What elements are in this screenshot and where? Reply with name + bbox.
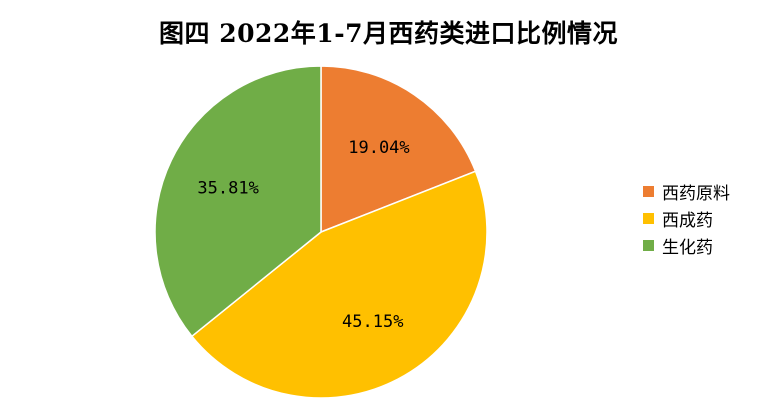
legend-swatch: [643, 213, 654, 224]
legend-item: 生化药: [643, 232, 730, 259]
legend-item: 西成药: [643, 205, 730, 232]
pie-slice-2: [190, 170, 488, 399]
legend-swatch: [643, 186, 654, 197]
pie-slice-1: [320, 65, 477, 234]
slice-value-label-1: 19.04%: [348, 138, 409, 158]
legend-label: 西成药: [662, 211, 713, 231]
chart-title: 图四 2022年1-7月西药类进口比例情况: [159, 19, 618, 48]
legend-swatch: [643, 240, 654, 251]
slice-value-label-3: 35.81%: [197, 179, 258, 199]
legend: 西药原料西成药生化药: [643, 178, 730, 259]
pie-slice-3: [154, 65, 322, 338]
legend-label: 生化药: [662, 238, 713, 258]
legend-item: 西药原料: [643, 178, 730, 205]
legend-label: 西药原料: [662, 184, 730, 204]
slice-value-label-2: 45.15%: [342, 312, 403, 332]
